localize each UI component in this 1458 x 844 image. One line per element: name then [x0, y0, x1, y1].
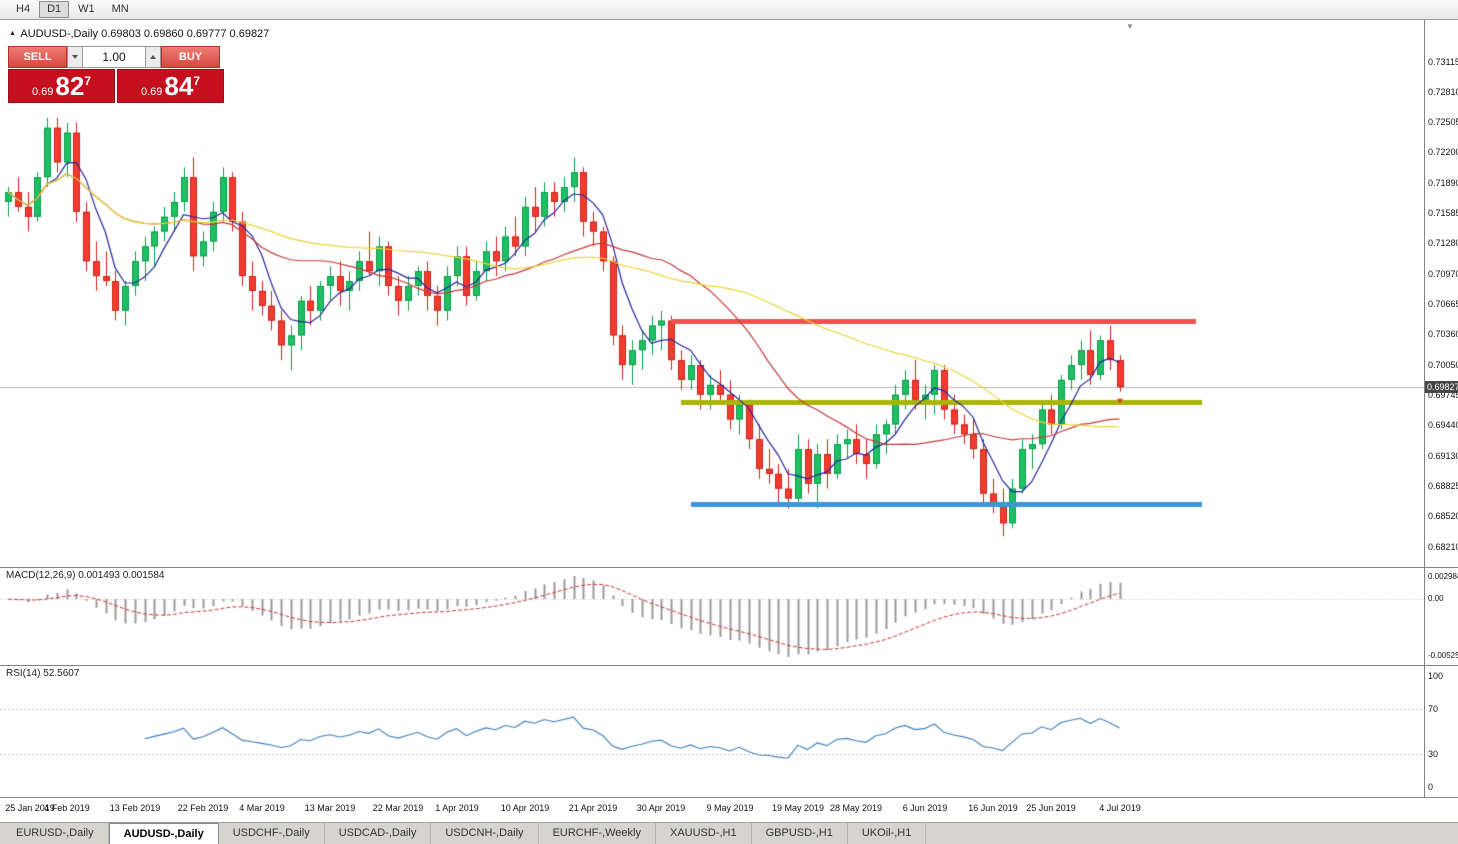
timeframe-button-w1[interactable]: W1 — [70, 1, 103, 18]
buy-button[interactable]: BUY — [161, 46, 220, 68]
price-axis-label: 0.71585 — [1428, 208, 1458, 219]
rsi-chart-canvas[interactable] — [0, 666, 1424, 797]
date-axis-label: 16 Jun 2019 — [968, 803, 1018, 813]
buy-price-big-digits: 84 — [164, 71, 194, 101]
date-axis-label: 28 May 2019 — [829, 803, 883, 813]
date-axis-label: 13 Feb 2019 — [109, 803, 161, 813]
price-axis-label: 0.71280 — [1428, 238, 1458, 249]
date-axis-label: 4 Feb 2019 — [44, 803, 90, 813]
chart-tab-ukoil[interactable]: UKOil-,H1 — [848, 823, 927, 844]
macd-axis-label-min: -0.005259 — [1428, 651, 1458, 660]
trade-controls-row: SELL BUY — [8, 46, 224, 68]
volume-increase-button[interactable] — [145, 46, 161, 68]
price-axis-label: 0.69440 — [1428, 420, 1458, 431]
chart-shift-marker-icon: ▼ — [1126, 22, 1134, 31]
sell-price-big-digits: 82 — [55, 71, 85, 101]
chart-tab-xauusd[interactable]: XAUUSD-,H1 — [656, 823, 752, 844]
chart-tab-eurchf[interactable]: EURCHF-,Weekly — [539, 823, 656, 844]
date-axis-label: 25 Jan 2019 — [5, 803, 55, 813]
current-price-tag: 0.69827 — [1425, 381, 1458, 393]
rsi-axis[interactable]: 100 70 30 0 — [1424, 666, 1458, 797]
price-axis-label: 0.69130 — [1428, 451, 1458, 462]
price-axis-label: 0.68825 — [1428, 481, 1458, 492]
main-chart-panel[interactable]: ▲ AUDUSD-,Daily 0.69803 0.69860 0.69777 … — [0, 20, 1458, 568]
triangle-down-icon — [72, 55, 78, 59]
chart-ohlc-values: 0.69803 0.69860 0.69777 0.69827 — [101, 28, 270, 40]
date-axis-label: 21 Apr 2019 — [568, 803, 618, 813]
chart-tab-usdchf[interactable]: USDCHF-,Daily — [219, 823, 325, 844]
price-axis-label: 0.68210 — [1428, 542, 1458, 552]
volume-input[interactable] — [83, 46, 145, 68]
date-axis-label: 4 Jul 2019 — [1099, 803, 1141, 813]
timeframe-button-d1[interactable]: D1 — [39, 1, 70, 18]
rsi-axis-label: 100 — [1428, 671, 1444, 681]
chart-tab-eurusd[interactable]: EURUSD-,Daily — [2, 823, 109, 844]
candlestick-chart-canvas[interactable] — [0, 20, 1424, 567]
chart-tab-audusd[interactable]: AUDUSD-,Daily — [108, 823, 219, 844]
date-axis-label: 22 Feb 2019 — [177, 803, 229, 813]
volume-decrease-button[interactable] — [67, 46, 83, 68]
date-axis-label: 22 Mar 2019 — [372, 803, 424, 813]
rsi-axis-label: 30 — [1428, 748, 1439, 759]
macd-axis-label-max: 0.002984 — [1428, 572, 1458, 581]
price-axis-label: 0.70970 — [1428, 269, 1458, 280]
timeframe-toolbar: H4 D1 W1 MN — [0, 0, 1458, 20]
price-axis-label: 0.69745 — [1428, 390, 1458, 401]
rsi-indicator-label: RSI(14) 52.5607 — [6, 668, 80, 679]
price-axis-label: 0.72810 — [1428, 87, 1458, 98]
date-axis-label: 25 Jun 2019 — [1026, 803, 1076, 813]
chart-symbol-label: AUDUSD-,Daily — [20, 28, 99, 40]
chart-tab-usdcad[interactable]: USDCAD-,Daily — [325, 823, 432, 844]
price-axis-label: 0.72200 — [1428, 147, 1458, 158]
rsi-axis-label: 0 — [1428, 782, 1434, 792]
chart-title: ▲ AUDUSD-,Daily 0.69803 0.69860 0.69777 … — [9, 28, 269, 40]
timeframe-button-h4[interactable]: H4 — [8, 1, 38, 18]
macd-indicator-label: MACD(12,26,9) 0.001493 0.001584 — [6, 570, 165, 581]
one-click-collapse-icon[interactable]: ▲ — [9, 30, 16, 37]
price-axis-label: 0.70665 — [1428, 299, 1458, 310]
date-axis-label: 13 Mar 2019 — [304, 803, 356, 813]
date-axis-label: 9 May 2019 — [706, 803, 754, 813]
chart-tab-usdcnh[interactable]: USDCNH-,Daily — [431, 823, 539, 844]
price-axis-label: 0.71890 — [1428, 178, 1458, 189]
price-axis[interactable]: 0.69827 0.73115 0.72810 0.72505 0.72200 0.71… — [1424, 20, 1458, 567]
chart-tab-gbpusd[interactable]: GBPUSD-,H1 — [752, 823, 848, 844]
sell-button[interactable]: SELL — [8, 46, 67, 68]
macd-indicator-panel[interactable]: MACD(12,26,9) 0.001493 0.001584 0.002984… — [0, 568, 1458, 666]
rsi-indicator-panel[interactable]: RSI(14) 52.5607 100 70 30 0 — [0, 666, 1458, 798]
chart-tab-bar: EURUSD-,Daily AUDUSD-,Daily USDCHF-,Daily U… — [0, 822, 1458, 844]
price-axis-label: 0.72505 — [1428, 117, 1458, 128]
date-axis-label: 4 Mar 2019 — [239, 803, 285, 813]
trade-price-row: 0.69 82 7 0.69 84 7 — [8, 69, 224, 103]
triangle-up-icon — [150, 55, 156, 59]
rsi-axis-label: 70 — [1428, 704, 1439, 715]
buy-price-display[interactable]: 0.69 84 7 — [117, 69, 224, 103]
timeframe-button-group: H4 D1 W1 MN — [8, 1, 137, 18]
buy-price-prefix: 0.69 — [140, 86, 163, 98]
price-axis-label: 0.73115 — [1428, 57, 1458, 67]
timeframe-button-mn[interactable]: MN — [104, 1, 137, 18]
date-axis-label: 10 Apr 2019 — [500, 803, 550, 813]
time-axis[interactable]: 25 Jan 2019 4 Feb 2019 13 Feb 2019 22 Feb 2… — [0, 798, 1458, 822]
date-axis-label: 1 Apr 2019 — [435, 803, 479, 813]
sell-price-display[interactable]: 0.69 82 7 — [8, 69, 115, 103]
date-axis-label: 19 May 2019 — [771, 803, 825, 813]
price-axis-label: 0.70360 — [1428, 329, 1458, 340]
macd-axis[interactable]: 0.002984 0.00 -0.005259 — [1424, 568, 1458, 665]
price-axis-label: 0.70050 — [1428, 360, 1458, 371]
date-axis-label: 30 Apr 2019 — [636, 803, 686, 813]
sell-price-prefix: 0.69 — [31, 86, 54, 98]
macd-axis-label-zero: 0.00 — [1428, 594, 1444, 604]
buy-price-pip-digit: 7 — [193, 74, 201, 88]
price-axis-label: 0.68520 — [1428, 511, 1458, 522]
date-axis-label: 6 Jun 2019 — [902, 803, 948, 813]
macd-chart-canvas[interactable] — [0, 568, 1424, 665]
sell-price-pip-digit: 7 — [84, 74, 92, 88]
